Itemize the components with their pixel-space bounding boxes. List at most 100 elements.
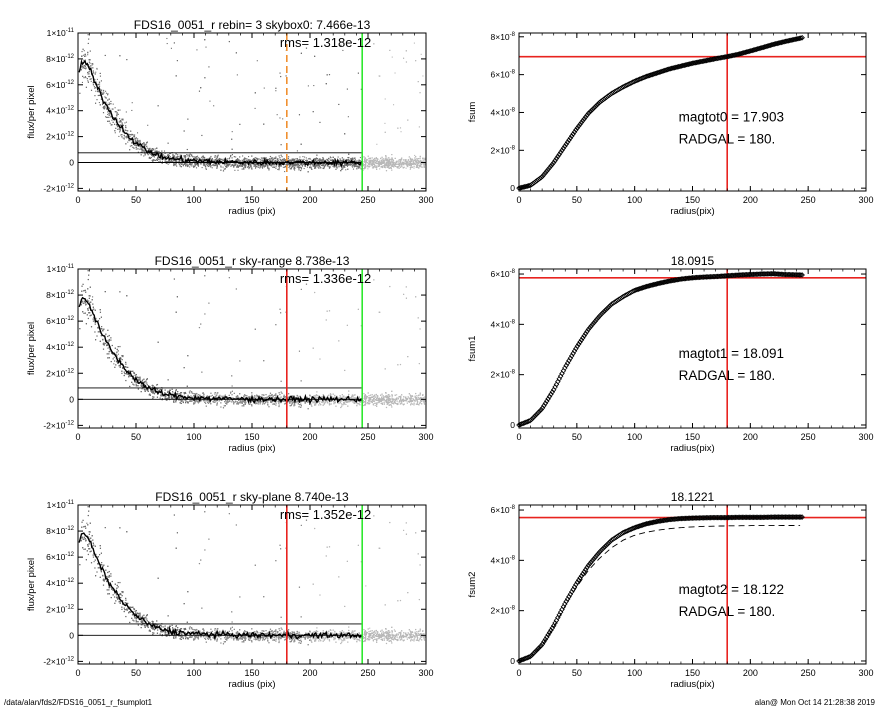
data-point [373,161,375,163]
data-point [285,75,287,77]
data-point [122,124,125,126]
data-point [149,147,151,149]
data-point [285,160,287,162]
data-point [96,78,98,80]
data-point [298,114,301,116]
data-point [171,161,173,163]
data-point [131,109,133,112]
data-point [227,164,229,166]
data-point [220,166,222,168]
data-point [373,165,376,167]
data-point [327,165,329,167]
data-point [284,160,286,162]
data-point [403,166,405,168]
data-point [347,168,349,170]
data-point [158,158,160,161]
data-point [345,164,347,166]
data-point [98,91,100,93]
data-point [389,49,391,51]
data-point [391,154,393,156]
data-point [261,159,263,161]
data-point [253,161,256,163]
data-point [95,71,97,73]
data-point [328,74,331,76]
data-point [405,162,407,165]
data-point [250,165,252,167]
data-point [194,165,196,167]
data-point [309,167,311,169]
data-point [138,145,140,147]
data-point [322,167,324,169]
data-point [178,163,180,166]
data-point [303,158,305,160]
data-point [105,90,107,92]
data-point [224,164,226,166]
data-point [408,158,410,161]
data-point [243,162,245,164]
data-point [302,164,304,167]
data-point [294,167,296,169]
data-point [198,162,200,164]
data-point [189,153,191,155]
data-point [281,158,284,160]
data-point [110,116,112,118]
data-point [90,65,92,67]
data-point [180,166,182,168]
data-point [124,25,125,26]
data-point [139,142,141,144]
data-point [331,159,333,161]
data-point [336,166,338,168]
data-point [135,139,137,141]
data-point [391,157,393,159]
data-point [376,168,378,170]
data-point [214,160,216,162]
data-point [187,163,189,165]
data-point [290,160,292,162]
data-point [378,165,380,168]
data-point [252,159,254,161]
data-point [174,161,176,163]
data-point [390,165,393,167]
data-point [231,164,233,166]
data-point [100,80,102,82]
data-point [298,164,301,167]
data-point [280,144,282,146]
data-point [185,165,187,167]
data-point [419,164,421,167]
data-point [250,165,252,167]
data-point [182,165,184,167]
data-point [273,164,275,166]
data-point [143,144,145,146]
data-point [342,168,344,170]
data-point [189,163,191,166]
data-point [266,163,268,165]
data-point [120,121,122,123]
data-point [108,107,110,109]
data-point [154,148,156,150]
data-point [240,161,242,163]
data-point [384,159,386,161]
data-point [369,157,372,159]
data-point [231,138,233,140]
data-point [369,160,371,162]
data-point [97,94,99,97]
data-point [200,159,202,161]
data-point [120,134,122,136]
data-point [94,87,96,89]
data-point [379,75,381,77]
data-point [394,163,396,165]
data-point [168,159,170,161]
data-point [324,163,326,165]
data-point [413,159,415,162]
data-point [358,166,360,168]
data-point [300,158,302,161]
data-point [278,169,280,171]
data-point [329,156,331,158]
data-point [360,168,362,170]
data-point [242,164,244,166]
data-point [87,73,89,75]
data-point [122,118,124,120]
data-point [380,163,382,165]
data-point [410,166,412,168]
data-point [341,161,343,163]
